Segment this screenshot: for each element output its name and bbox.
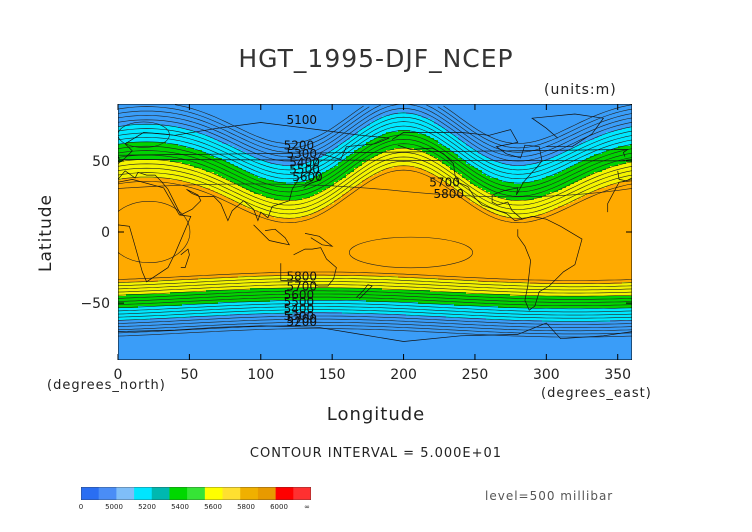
colorbar-swatch (134, 487, 153, 500)
contour-label: 5400 (284, 302, 315, 316)
x-tick-label: 150 (319, 367, 346, 383)
coastline (391, 129, 543, 221)
coastline (620, 159, 632, 162)
colorbar-label: 6000 (270, 503, 288, 511)
coastline (253, 224, 290, 246)
contour-label: 5600 (292, 170, 323, 184)
x-tick-label: 200 (390, 367, 417, 383)
x-tick-label: 300 (533, 367, 560, 383)
x-tick-label: 350 (604, 367, 631, 383)
x-tick-label: 0 (114, 367, 123, 383)
contour-label: 5600 (284, 288, 315, 302)
contour-label: 5100 (287, 113, 318, 127)
colorbar-label: 5600 (204, 503, 222, 511)
contour-label: 5700 (287, 279, 318, 293)
contour-label: 5700 (287, 312, 318, 326)
colorbar-swatch (98, 487, 117, 500)
contour-label: 5800 (434, 187, 465, 201)
units-label: (units:m) (544, 82, 617, 98)
coastline (280, 247, 337, 287)
x-axis-unit: (degrees_east) (541, 386, 652, 401)
coastline (517, 216, 583, 311)
colorbar-label: 0 (78, 503, 84, 511)
coastline (617, 170, 632, 182)
coastline (356, 284, 373, 300)
contour-label: 5200 (287, 315, 318, 329)
colorbar-swatch (81, 487, 99, 500)
contour-label: 5300 (287, 147, 318, 161)
contour-label: 5700 (429, 176, 460, 190)
colorbar-label: 5200 (138, 503, 156, 511)
x-tick-label: 100 (247, 367, 274, 383)
colorbar (81, 487, 311, 500)
coastline (180, 248, 190, 268)
colorbar-swatch (151, 487, 170, 500)
contour-label: 5500 (284, 295, 315, 309)
y-tick-label: −50 (80, 296, 110, 312)
contour-label: 5800 (287, 269, 318, 283)
y-tick-label: 0 (101, 225, 110, 241)
contour-label: 5200 (284, 139, 315, 153)
colorbar-label: ∞ (304, 503, 310, 511)
colorbar-swatch (204, 487, 223, 500)
contour-lines (118, 104, 632, 338)
contour-interval-label: CONTOUR INTERVAL = 5.000E+01 (249, 446, 503, 461)
colorbar-swatch (275, 487, 294, 500)
colorbar-swatch (257, 487, 276, 500)
coastline (607, 180, 632, 213)
filled-contour-bands (118, 104, 632, 360)
coastlines (118, 113, 632, 342)
colorbar-swatch (293, 487, 311, 500)
colorbar-swatch (222, 487, 241, 500)
level-label: level=500 millibar (485, 489, 614, 503)
coastline (118, 322, 632, 342)
map-title: HGT_1995-DJF_NCEP (238, 44, 514, 73)
y-tick-label: 50 (92, 154, 110, 170)
colorbar-swatch (116, 487, 135, 500)
y-axis-label: Latitude (36, 194, 56, 272)
coastline (118, 122, 390, 222)
colorbar-label: 5800 (237, 503, 255, 511)
x-tick-label: 50 (180, 367, 198, 383)
coastline (118, 149, 629, 162)
contour-label: 5400 (289, 156, 320, 170)
coastline (304, 233, 334, 247)
contour-label: 5500 (289, 163, 320, 177)
x-tick-label: 250 (462, 367, 489, 383)
y-axis-unit: (degrees_north) (47, 378, 166, 393)
coastline (118, 179, 192, 283)
coastline (531, 113, 605, 148)
coastline (303, 170, 322, 189)
colorbar-swatch (169, 487, 188, 500)
colorbar-swatch (187, 487, 206, 500)
colorbar-label: 5000 (105, 503, 123, 511)
contour-label: 5300 (284, 309, 315, 323)
colorbar-swatch (240, 487, 259, 500)
x-axis-label: Longitude (326, 404, 426, 425)
colorbar-label: 5400 (171, 503, 189, 511)
